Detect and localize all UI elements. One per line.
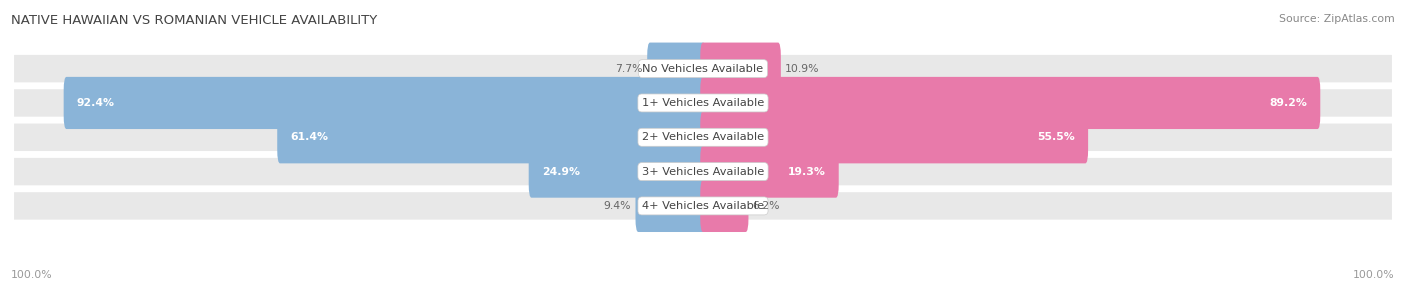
Text: No Vehicles Available: No Vehicles Available [643, 64, 763, 74]
Text: 89.2%: 89.2% [1270, 98, 1308, 108]
Text: 6.2%: 6.2% [752, 201, 780, 211]
FancyBboxPatch shape [700, 43, 780, 95]
FancyBboxPatch shape [277, 111, 706, 163]
FancyBboxPatch shape [14, 89, 1392, 117]
FancyBboxPatch shape [700, 111, 1088, 163]
FancyBboxPatch shape [700, 180, 748, 232]
Text: 9.4%: 9.4% [603, 201, 631, 211]
FancyBboxPatch shape [647, 43, 706, 95]
Text: 10.9%: 10.9% [785, 64, 820, 74]
FancyBboxPatch shape [14, 124, 1392, 151]
FancyBboxPatch shape [63, 77, 706, 129]
FancyBboxPatch shape [14, 158, 1392, 185]
Text: Source: ZipAtlas.com: Source: ZipAtlas.com [1279, 14, 1395, 24]
FancyBboxPatch shape [700, 77, 1320, 129]
Text: 3+ Vehicles Available: 3+ Vehicles Available [643, 167, 763, 176]
Text: 100.0%: 100.0% [1353, 270, 1395, 280]
Text: 55.5%: 55.5% [1038, 132, 1076, 142]
Text: 92.4%: 92.4% [77, 98, 115, 108]
Text: 4+ Vehicles Available: 4+ Vehicles Available [643, 201, 763, 211]
Text: 100.0%: 100.0% [11, 270, 53, 280]
Text: 2+ Vehicles Available: 2+ Vehicles Available [643, 132, 763, 142]
Text: 61.4%: 61.4% [290, 132, 329, 142]
Text: NATIVE HAWAIIAN VS ROMANIAN VEHICLE AVAILABILITY: NATIVE HAWAIIAN VS ROMANIAN VEHICLE AVAI… [11, 14, 377, 27]
FancyBboxPatch shape [700, 146, 839, 198]
FancyBboxPatch shape [14, 192, 1392, 220]
Text: 1+ Vehicles Available: 1+ Vehicles Available [643, 98, 763, 108]
Text: 7.7%: 7.7% [616, 64, 643, 74]
FancyBboxPatch shape [14, 55, 1392, 82]
FancyBboxPatch shape [636, 180, 706, 232]
Text: 19.3%: 19.3% [787, 167, 825, 176]
Text: 24.9%: 24.9% [541, 167, 579, 176]
FancyBboxPatch shape [529, 146, 706, 198]
